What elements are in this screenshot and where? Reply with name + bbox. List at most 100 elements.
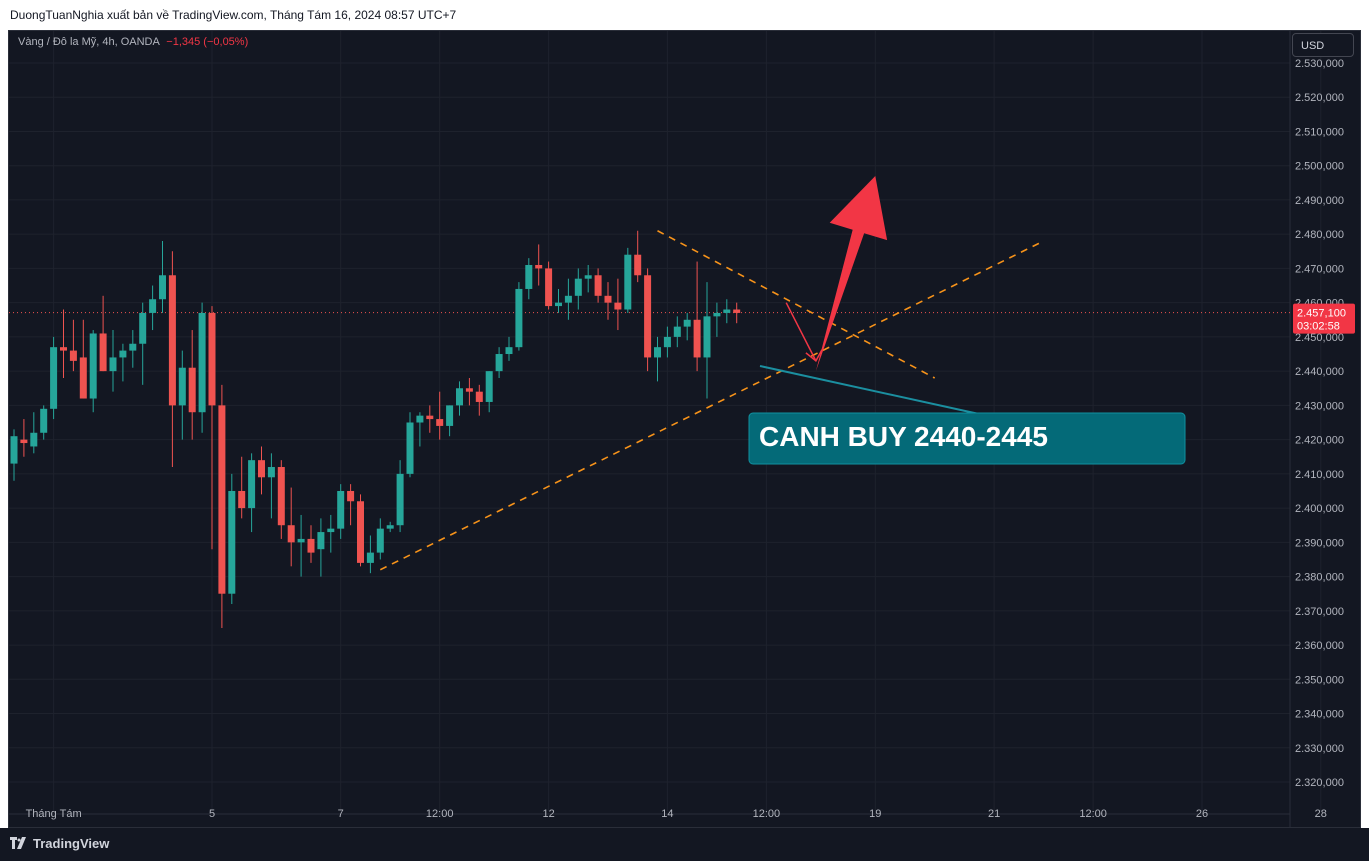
x-tick-label: 12:00 — [753, 808, 781, 820]
candle-body — [446, 405, 454, 426]
y-tick-label: 2.500,000 — [1295, 161, 1344, 173]
candle-body — [436, 419, 444, 426]
candle-body — [396, 473, 404, 526]
candle-body — [317, 532, 325, 550]
candle-body — [89, 333, 97, 399]
x-tick-label: 7 — [338, 808, 344, 820]
y-tick-label: 2.390,000 — [1295, 537, 1344, 549]
candlestick-chart[interactable]: 2.530,000 2.520,000 2.510,000 2.500,000 2.49… — [9, 31, 1361, 828]
candle-body — [733, 309, 741, 313]
x-tick-label: 26 — [1196, 808, 1208, 820]
y-tick-label: 2.420,000 — [1295, 435, 1344, 447]
publisher-header: DuongTuanNghia xuất bản về TradingView.c… — [0, 0, 1369, 30]
x-tick-label: 28 — [1315, 808, 1327, 820]
candle-body — [693, 319, 701, 358]
candle-body — [129, 343, 137, 351]
candle-body — [624, 254, 632, 310]
candle-body — [248, 460, 256, 509]
y-tick-label: 2.380,000 — [1295, 572, 1344, 584]
brand-name: TradingView — [33, 836, 110, 851]
current-price-value: 2.457,100 — [1297, 308, 1346, 320]
candle-body — [238, 490, 246, 509]
y-tick-label: 2.340,000 — [1295, 709, 1344, 721]
candle-body — [485, 371, 493, 402]
y-tick-label: 2.520,000 — [1295, 92, 1344, 104]
pointer-arrow-head — [805, 349, 823, 363]
current-price-badge — [1293, 303, 1355, 334]
candle-body — [10, 436, 18, 464]
footer-bar — [0, 828, 1369, 861]
up-arrow[interactable] — [815, 175, 888, 372]
candle-body — [654, 347, 661, 358]
tradingview-brand[interactable]: TradingView — [10, 836, 109, 851]
candle-body — [594, 275, 602, 296]
candle-body — [40, 408, 48, 433]
currency-selector[interactable]: USD — [1292, 33, 1354, 57]
candle-body — [347, 490, 355, 502]
candle-body — [30, 432, 38, 447]
callout-connector — [759, 365, 980, 415]
pointer-arrow[interactable] — [785, 302, 817, 362]
candle-body — [723, 309, 731, 313]
trend-line[interactable] — [379, 240, 1044, 571]
candle-body — [79, 357, 87, 399]
candle-body — [614, 302, 622, 310]
candle-body — [564, 295, 572, 303]
x-tick-label: 12:00 — [1079, 808, 1107, 820]
candle-body — [178, 367, 186, 406]
y-tick-label: 2.330,000 — [1295, 743, 1344, 755]
candle-body — [713, 312, 721, 317]
candle-body — [703, 316, 711, 358]
bar-countdown: 03:02:58 — [1297, 321, 1340, 333]
candle-body — [149, 299, 157, 313]
y-tick-label: 2.370,000 — [1295, 606, 1344, 618]
candle-body — [555, 302, 562, 307]
candle-body — [188, 367, 196, 413]
candle-body — [663, 336, 671, 348]
candle-body — [337, 490, 345, 529]
candle-body — [376, 528, 384, 553]
candle-body — [277, 467, 285, 526]
y-tick-label: 2.360,000 — [1295, 640, 1344, 652]
callout-text: CANH BUY 2440-2445 — [759, 421, 1048, 452]
candle-body — [218, 405, 226, 594]
candle-body — [267, 467, 275, 478]
candle-body — [109, 357, 117, 372]
y-tick-label: 2.510,000 — [1295, 126, 1344, 138]
symbol-legend: Vàng / Đô la Mỹ, 4h, OANDA −1,345 (−0,05… — [18, 36, 248, 48]
y-tick-label: 2.400,000 — [1295, 503, 1344, 515]
candle-body — [535, 264, 543, 269]
chart-frame[interactable]: 2.530,000 2.520,000 2.510,000 2.500,000 2.49… — [8, 30, 1361, 828]
y-tick-label: 2.430,000 — [1295, 400, 1344, 412]
candle-body — [475, 391, 483, 402]
candle-body — [307, 538, 315, 553]
candle-body — [357, 501, 364, 563]
candle-body — [604, 295, 612, 303]
candle-body — [644, 275, 652, 358]
candle-body — [366, 552, 374, 563]
x-tick-label: 12:00 — [426, 808, 454, 820]
candle-body — [525, 264, 533, 289]
x-tick-label: 21 — [988, 808, 1000, 820]
candle-body — [287, 525, 295, 543]
candle-body — [20, 439, 28, 444]
candle-body — [426, 415, 434, 420]
candle-body — [139, 312, 147, 344]
candle-body — [99, 333, 107, 372]
candle-body — [119, 350, 127, 358]
y-tick-label: 2.530,000 — [1295, 58, 1344, 70]
candle-body — [198, 312, 206, 413]
candle-body — [327, 528, 335, 533]
candle-body — [416, 415, 424, 423]
candle-body — [634, 254, 642, 276]
trend-line[interactable] — [657, 230, 936, 379]
buy-zone-callout[interactable] — [748, 412, 1186, 465]
candle-body — [505, 347, 513, 355]
candle-body — [574, 278, 582, 296]
candle-body — [208, 312, 216, 406]
x-tick-label: 12 — [542, 808, 554, 820]
y-tick-label: 2.440,000 — [1295, 366, 1344, 378]
y-tick-label: 2.480,000 — [1295, 229, 1344, 241]
candle-body — [584, 275, 592, 279]
candle-body — [60, 347, 67, 351]
